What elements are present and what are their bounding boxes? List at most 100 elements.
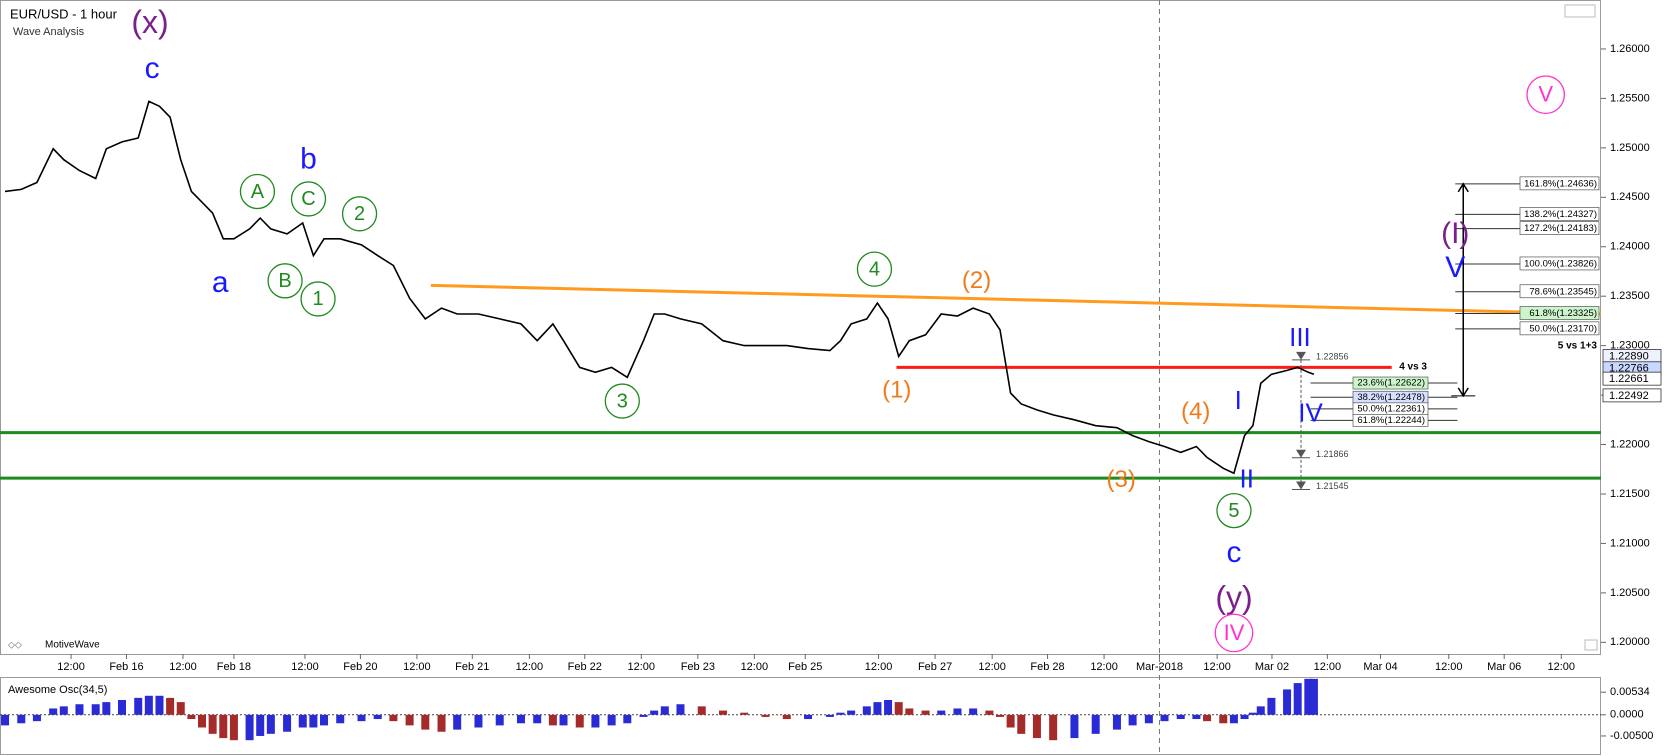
oscillator-bar	[697, 706, 706, 715]
projection-label: 1.22856	[1316, 351, 1349, 361]
oscillator-bar	[421, 714, 430, 730]
wave-label: (I)	[1441, 217, 1469, 250]
price-tag: 1.22661	[1609, 373, 1649, 385]
wave-label: C	[301, 188, 315, 210]
x-tick-label: Feb 27	[918, 661, 952, 673]
oscillator-bar	[740, 712, 749, 715]
y-tick-label: 0.00534	[1610, 686, 1650, 698]
scroll-icons[interactable]: ◇◇	[8, 639, 22, 649]
oscillator-bar	[1293, 683, 1302, 715]
oscillator-bar	[937, 710, 946, 715]
oscillator-bar	[516, 714, 525, 724]
oscillator-bar	[495, 714, 504, 726]
x-tick-label: 12:00	[403, 661, 431, 673]
oscillator-bar	[591, 714, 600, 728]
wave-circle	[341, 196, 378, 232]
oscillator-bar	[718, 710, 727, 715]
x-tick-label: 12:00	[978, 661, 1006, 673]
x-tick-label: Feb 21	[455, 661, 489, 673]
oscillator-bar	[229, 714, 238, 741]
window-controls[interactable]	[1564, 4, 1598, 651]
oscillator-bar	[1304, 678, 1313, 715]
fib-label: 138.2%(1.24327)	[1524, 209, 1597, 220]
oscillator-bar	[1203, 714, 1212, 722]
oscillator-bar	[804, 714, 813, 720]
fib-label: 127.2%(1.24183)	[1524, 223, 1597, 234]
oscillator-bar	[825, 714, 834, 717]
x-tick-label: 12:00	[1435, 661, 1463, 673]
fib-label-box	[1519, 207, 1600, 221]
x-tick-label: Feb 25	[788, 661, 822, 673]
wave-circle	[290, 181, 327, 217]
trend-line	[430, 283, 1602, 316]
fib-label-box	[1519, 256, 1600, 271]
wave-label: IV	[1298, 398, 1323, 428]
fib-label: 100.0%(1.23826)	[1524, 258, 1597, 269]
oscillator-bar	[219, 714, 228, 739]
x-tick-label: 12:00	[291, 661, 319, 673]
wave-label: (4)	[1181, 398, 1210, 425]
oscillator-bar	[309, 714, 318, 728]
control-box[interactable]	[1564, 4, 1596, 18]
y-tick-label: 1.25000	[1610, 142, 1650, 154]
oscillator-bar	[155, 695, 164, 715]
wave-circle	[300, 281, 336, 317]
retracement-label: 50.0%(1.22361)	[1357, 403, 1425, 414]
projection-arrow	[1296, 449, 1306, 458]
y-tick-label: 1.21000	[1610, 537, 1650, 549]
oscillator-bar	[357, 714, 366, 722]
y-tick-label: 1.20000	[1610, 636, 1650, 648]
wave-label: b	[300, 142, 317, 175]
x-tick-label: 12:00	[1203, 661, 1231, 673]
oscillator-bar	[921, 710, 930, 715]
x-tick-label: 12:00	[1314, 661, 1342, 673]
fib-label-box	[1519, 306, 1600, 320]
oscillator-bar	[1229, 714, 1238, 724]
oscillator-bar	[91, 704, 100, 715]
oscillator-bar	[102, 702, 111, 715]
oscillator-bar	[59, 706, 68, 715]
control-box[interactable]	[1584, 639, 1598, 651]
oscillator-bar	[1219, 714, 1228, 724]
x-tick-label: Mar 04	[1363, 661, 1397, 673]
oscillator-bar	[894, 702, 903, 715]
retracement-label: 61.8%(1.22244)	[1357, 415, 1425, 426]
x-tick-label: 12:00	[628, 661, 656, 673]
oscillator-bar	[1017, 714, 1026, 734]
x-tick-label: Feb 16	[109, 661, 143, 673]
x-tick-label: 12:00	[169, 661, 197, 673]
wave-label: c	[145, 52, 160, 85]
x-tick-label: Mar 02	[1255, 661, 1289, 673]
y-tick-label: 1.20500	[1610, 587, 1650, 599]
oscillator-bar	[1091, 714, 1100, 734]
retracement-label: 38.2%(1.22478)	[1357, 392, 1425, 403]
oscillator-bar	[176, 702, 185, 715]
x-tick-label: Feb 22	[568, 661, 602, 673]
oscillator-bar	[245, 714, 254, 741]
y-tick-label: 0.0000	[1610, 709, 1644, 721]
oscillator-bar	[607, 714, 616, 726]
oscillator-bar	[1267, 697, 1276, 715]
oscillator-bar	[1176, 714, 1185, 720]
oscillator-bar	[117, 700, 126, 715]
price-tag-box	[1602, 388, 1662, 403]
oscillator-bar	[1128, 714, 1137, 726]
brand: MotiveWave	[45, 640, 100, 651]
oscillator-bar	[1032, 714, 1041, 739]
wave-label: 1	[313, 288, 324, 310]
wave-label: (y)	[1215, 579, 1252, 615]
wave-circle	[1214, 613, 1254, 653]
fib-label-box	[1519, 221, 1600, 235]
oscillator-bar	[1144, 714, 1153, 724]
wave-label: (2)	[962, 267, 991, 294]
y-tick-label: 1.24500	[1610, 191, 1650, 203]
chart-subtitle: Wave Analysis	[13, 26, 85, 38]
oscillator-bar	[985, 710, 994, 715]
oscillator-bar	[1070, 714, 1079, 739]
oscillator-bar	[761, 714, 770, 717]
wave-label: A	[251, 181, 265, 203]
x-tick-label: Feb 20	[343, 661, 377, 673]
oscillator-bar	[1309, 678, 1318, 715]
oscillator-bar	[884, 700, 893, 715]
wave-label: 2	[354, 203, 365, 225]
